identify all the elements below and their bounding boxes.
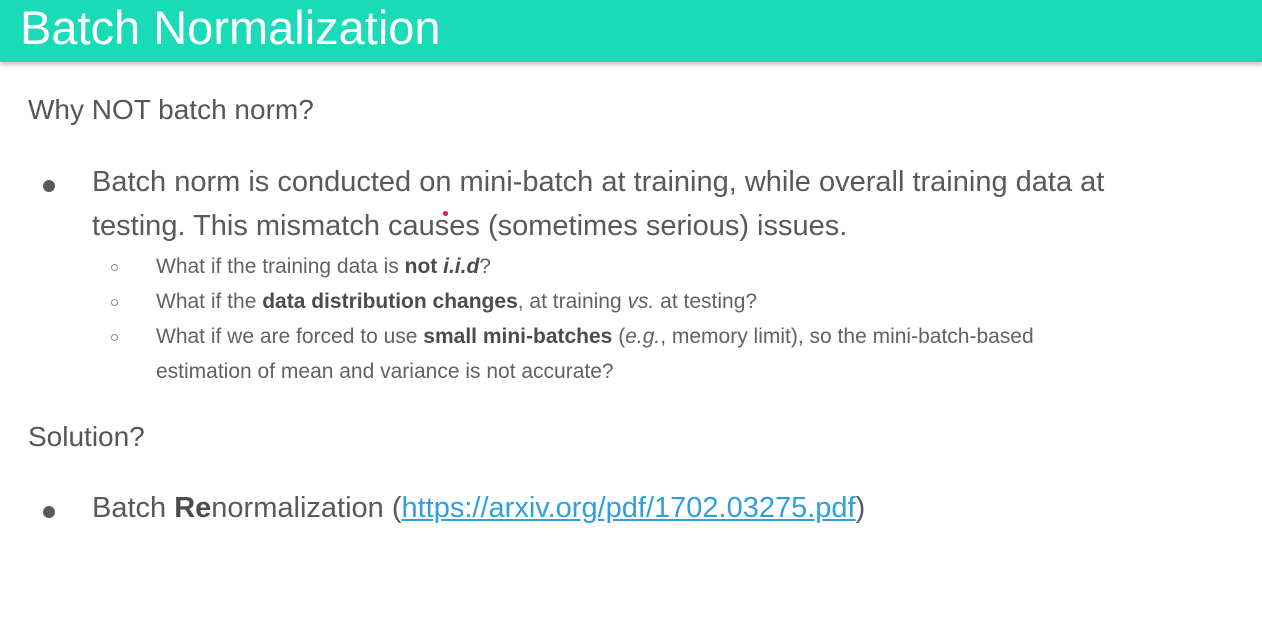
sub-bullet-icon <box>111 334 118 341</box>
subpoint-small-batches: What if we are forced to use small mini-… <box>156 325 1034 348</box>
heading-why-not: Why NOT batch norm? <box>28 94 314 125</box>
bullet-icon <box>43 506 55 518</box>
subpoint-iid: What if the training data is not i.i.d? <box>156 255 491 278</box>
subpoint-distribution: What if the data distribution changes, a… <box>156 290 758 313</box>
subpoint-small-batches-line2: estimation of mean and variance is not a… <box>156 360 614 383</box>
point2-renormalization: Batch Renormalization (https://arxiv.org… <box>92 492 866 524</box>
sub-bullet-icon <box>111 299 118 306</box>
point1-line1: Batch norm is conducted on mini-batch at… <box>92 166 1105 198</box>
bullet-icon <box>43 180 55 192</box>
heading-solution: Solution? <box>28 421 145 452</box>
arxiv-link[interactable]: https://arxiv.org/pdf/1702.03275.pdf <box>401 492 856 524</box>
title-bar: Batch Normalization <box>0 0 1262 62</box>
point1-line2: testing. This mismatch causes (sometimes… <box>92 210 848 242</box>
pointer-dot <box>443 211 448 216</box>
sub-bullet-icon <box>111 264 118 271</box>
slide-title: Batch Normalization <box>20 1 441 54</box>
